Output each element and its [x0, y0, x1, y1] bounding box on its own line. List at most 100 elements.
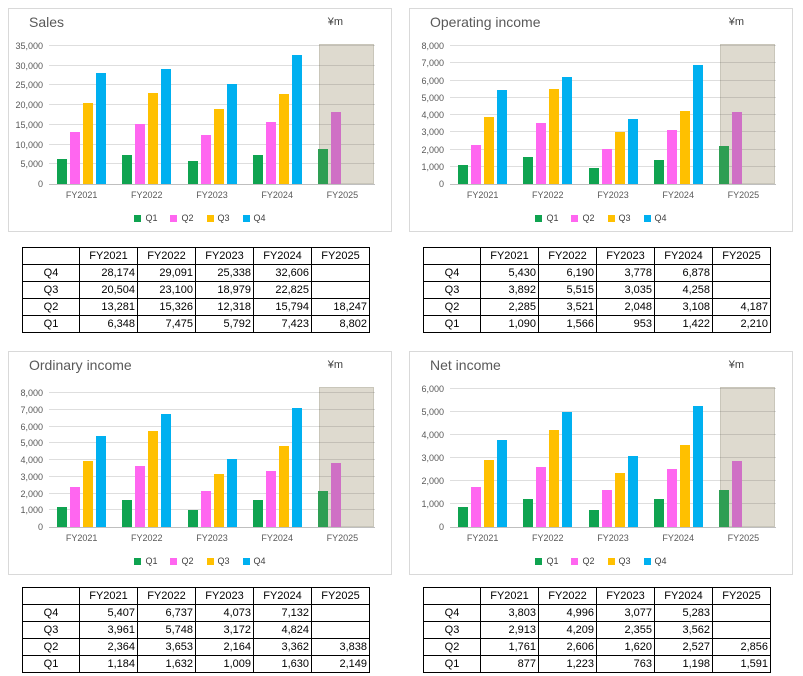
bar-Q1-FY2021[interactable] — [458, 506, 469, 527]
table-cell[interactable] — [311, 281, 370, 299]
chart-card-operating-income[interactable]: Operating income ¥m Q1 Q2 Q3 Q4 0 1,000 2,000… — [409, 8, 793, 232]
table-cell[interactable]: 3,778 — [596, 264, 655, 282]
table-cell[interactable]: 15,326 — [137, 298, 196, 316]
bar-Q2-FY2025[interactable] — [330, 462, 341, 527]
legend-item-Q1[interactable]: Q1 — [134, 556, 157, 566]
table-cell[interactable]: 3,961 — [79, 621, 138, 639]
table-cell[interactable]: 5,407 — [79, 604, 138, 622]
table-cell[interactable]: 953 — [596, 315, 655, 333]
bar-Q2-FY2021[interactable] — [70, 487, 81, 527]
bar-Q1-FY2025[interactable] — [317, 149, 328, 184]
table-cell[interactable]: 6,348 — [79, 315, 138, 333]
table-cell[interactable] — [712, 264, 771, 282]
table-cell[interactable]: 7,423 — [253, 315, 312, 333]
table-row-header[interactable]: Q1 — [22, 655, 80, 673]
table-row-header[interactable]: Q1 — [423, 315, 481, 333]
table-column-header[interactable]: FY2023 — [596, 247, 655, 265]
bar-Q2-FY2022[interactable] — [536, 123, 547, 184]
bar-Q3-FY2021[interactable] — [484, 116, 495, 184]
table-row-header[interactable]: Q3 — [423, 281, 481, 299]
table-cell[interactable]: 3,803 — [480, 604, 539, 622]
table-cell[interactable] — [311, 604, 370, 622]
bar-Q1-FY2022[interactable] — [122, 154, 133, 184]
bar-Q4-FY2021[interactable] — [96, 436, 107, 527]
bar-Q4-FY2022[interactable] — [161, 414, 172, 527]
table-cell[interactable]: 3,172 — [195, 621, 254, 639]
bar-Q4-FY2021[interactable] — [497, 439, 508, 527]
bar-Q3-FY2024[interactable] — [679, 110, 690, 184]
bar-Q4-FY2021[interactable] — [96, 72, 107, 184]
table-column-header[interactable]: FY2023 — [195, 247, 254, 265]
data-table-net-income[interactable]: FY2021 FY2022 FY2023 FY2024 FY2025 Q4 3,803 4,… — [423, 587, 771, 673]
table-corner-cell[interactable] — [423, 587, 481, 605]
table-column-header[interactable]: FY2021 — [480, 247, 539, 265]
bar-Q3-FY2023[interactable] — [614, 131, 625, 184]
table-cell[interactable]: 3,653 — [137, 638, 196, 656]
table-column-header[interactable]: FY2025 — [712, 587, 771, 605]
bar-Q3-FY2023[interactable] — [213, 109, 224, 184]
bar-Q2-FY2024[interactable] — [265, 470, 276, 527]
legend-item-Q4[interactable]: Q4 — [643, 556, 667, 566]
table-column-header[interactable]: FY2024 — [253, 587, 312, 605]
table-column-header[interactable]: FY2023 — [195, 587, 254, 605]
table-cell[interactable]: 1,761 — [480, 638, 539, 656]
table-cell[interactable]: 3,362 — [253, 638, 312, 656]
table-row-header[interactable]: Q3 — [22, 621, 80, 639]
table-cell[interactable]: 2,285 — [480, 298, 539, 316]
table-cell[interactable]: 18,247 — [311, 298, 370, 316]
table-row-header[interactable]: Q3 — [423, 621, 481, 639]
bar-Q3-FY2022[interactable] — [148, 92, 159, 184]
table-cell[interactable]: 2,149 — [311, 655, 370, 673]
table-cell[interactable]: 5,515 — [538, 281, 597, 299]
table-cell[interactable]: 4,187 — [712, 298, 771, 316]
table-row-header[interactable]: Q2 — [22, 638, 80, 656]
table-column-header[interactable]: FY2022 — [137, 587, 196, 605]
bar-Q1-FY2021[interactable] — [57, 507, 68, 527]
legend-item-Q1[interactable]: Q1 — [535, 556, 558, 566]
table-cell[interactable]: 2,164 — [195, 638, 254, 656]
table-cell[interactable]: 3,108 — [654, 298, 713, 316]
legend-item-Q2[interactable]: Q2 — [170, 556, 194, 566]
table-column-header[interactable]: FY2023 — [596, 587, 655, 605]
chart-card-net-income[interactable]: Net income ¥m Q1 Q2 Q3 Q4 0 1,000 2,000 3,000 4… — [409, 351, 793, 575]
table-cell[interactable]: 1,422 — [654, 315, 713, 333]
table-cell[interactable]: 1,566 — [538, 315, 597, 333]
legend-item-Q1[interactable]: Q1 — [535, 213, 558, 223]
bar-Q2-FY2021[interactable] — [471, 144, 482, 184]
table-cell[interactable]: 6,190 — [538, 264, 597, 282]
chart-card-ordinary-income[interactable]: Ordinary income ¥m Q1 Q2 Q3 Q4 0 1,000 2,000 3… — [8, 351, 392, 575]
bar-Q1-FY2022[interactable] — [122, 499, 133, 527]
legend-item-Q3[interactable]: Q3 — [206, 213, 230, 223]
table-cell[interactable]: 1,620 — [596, 638, 655, 656]
table-cell[interactable]: 23,100 — [137, 281, 196, 299]
bar-Q3-FY2022[interactable] — [549, 88, 560, 184]
legend-item-Q4[interactable]: Q4 — [242, 556, 266, 566]
table-cell[interactable]: 7,475 — [137, 315, 196, 333]
table-cell[interactable]: 2,527 — [654, 638, 713, 656]
data-table-operating-income[interactable]: FY2021 FY2022 FY2023 FY2024 FY2025 Q4 5,430 6,… — [423, 247, 771, 333]
bar-Q4-FY2022[interactable] — [562, 77, 573, 184]
table-cell[interactable]: 4,996 — [538, 604, 597, 622]
table-cell[interactable]: 4,258 — [654, 281, 713, 299]
bar-Q2-FY2025[interactable] — [731, 111, 742, 184]
table-cell[interactable]: 1,198 — [654, 655, 713, 673]
table-column-header[interactable]: FY2021 — [79, 247, 138, 265]
table-cell[interactable]: 12,318 — [195, 298, 254, 316]
table-row-header[interactable]: Q4 — [423, 604, 481, 622]
table-cell[interactable]: 4,073 — [195, 604, 254, 622]
bar-Q4-FY2024[interactable] — [692, 65, 703, 184]
bar-Q4-FY2021[interactable] — [497, 90, 508, 184]
table-cell[interactable]: 13,281 — [79, 298, 138, 316]
bar-Q2-FY2023[interactable] — [601, 148, 612, 184]
table-cell[interactable]: 3,838 — [311, 638, 370, 656]
legend-item-Q3[interactable]: Q3 — [607, 556, 631, 566]
table-column-header[interactable]: FY2025 — [311, 247, 370, 265]
table-column-header[interactable]: FY2024 — [654, 587, 713, 605]
table-cell[interactable] — [311, 264, 370, 282]
bar-Q1-FY2025[interactable] — [718, 490, 729, 527]
bar-Q1-FY2023[interactable] — [588, 167, 599, 184]
bar-Q2-FY2023[interactable] — [200, 490, 211, 527]
bar-Q1-FY2021[interactable] — [57, 159, 68, 184]
data-table-ordinary-income[interactable]: FY2021 FY2022 FY2023 FY2024 FY2025 Q4 5,407 6,… — [22, 587, 370, 673]
bar-Q3-FY2023[interactable] — [614, 472, 625, 527]
